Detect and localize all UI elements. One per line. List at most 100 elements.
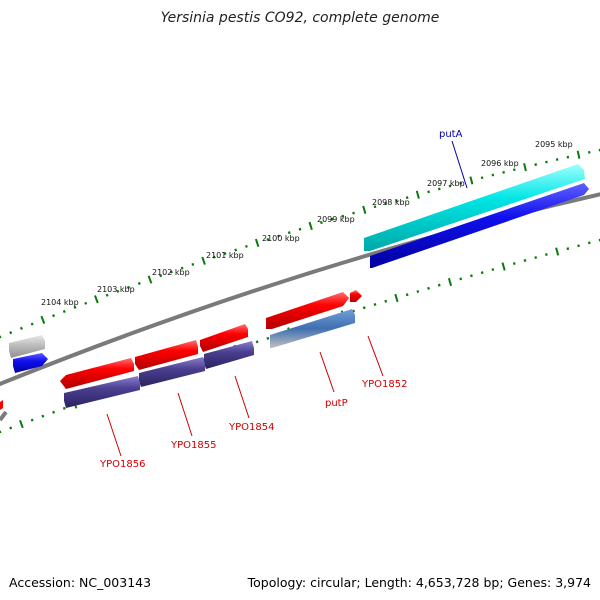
gene-left-blue[interactable]	[13, 353, 48, 373]
forward-strand-genes	[364, 164, 589, 268]
ruler-label-2098: 2098 kbp	[372, 198, 410, 207]
gene-label-YPO1854: YPO1854	[228, 422, 274, 433]
ruler-label-2100: 2100 kbp	[262, 234, 300, 243]
inner-ruler-major-tick	[501, 262, 506, 271]
outer-ruler-minor-tick	[9, 331, 13, 335]
outer-ruler-minor-tick	[234, 248, 238, 252]
outer-ruler-minor-tick	[437, 187, 441, 191]
ruler-label-2102: 2102 kbp	[152, 268, 190, 277]
outer-ruler-minor-tick	[491, 173, 495, 177]
outer-ruler-minor-tick	[341, 214, 345, 218]
outer-ruler-major-tick	[147, 275, 153, 284]
outer-ruler-minor-tick	[384, 202, 388, 206]
outer-ruler-minor-tick	[73, 305, 77, 309]
outer-ruler-minor-tick	[330, 217, 334, 221]
gene-YPO1855-cds[interactable]	[139, 357, 205, 387]
outer-ruler-major-tick	[308, 221, 313, 231]
gene-YPO1856-cds[interactable]	[64, 376, 140, 408]
inner-ruler-major-tick	[447, 277, 453, 287]
inner-ruler-minor-tick	[545, 253, 548, 256]
outer-ruler-minor-tick	[373, 205, 377, 209]
inner-ruler-major-tick	[394, 293, 399, 303]
gene-label-putP: putP	[325, 398, 348, 409]
outer-ruler-minor-tick	[84, 301, 88, 305]
gene-label-YPO1855: YPO1855	[170, 440, 216, 451]
outer-ruler-minor-tick	[127, 285, 131, 289]
inner-ruler-minor-tick	[62, 406, 66, 410]
outer-ruler-minor-tick	[266, 237, 270, 241]
inner-ruler-minor-tick	[587, 241, 591, 245]
outer-ruler-major-tick	[415, 190, 420, 199]
inner-ruler-minor-tick	[384, 299, 388, 303]
genome-backbone	[0, 192, 600, 387]
ruler-label-2101: 2101 kbp	[206, 251, 244, 260]
outer-ruler-minor-tick	[320, 221, 323, 225]
outer-ruler-major-tick	[576, 150, 581, 159]
inner-ruler-minor-tick	[491, 268, 495, 272]
gene-left-gray[interactable]	[9, 335, 45, 358]
outer-ruler-minor-tick	[545, 160, 548, 164]
outer-ruler-major-tick	[201, 256, 206, 265]
inner-ruler-minor-tick	[41, 414, 45, 418]
gene-putP-cds[interactable]	[270, 309, 355, 348]
outer-ruler-major-tick	[254, 238, 260, 248]
inner-ruler-minor-tick	[9, 426, 13, 430]
outer-ruler-minor-tick	[223, 252, 227, 256]
inner-ruler-minor-tick	[405, 293, 409, 297]
gene-putA-gene[interactable]	[370, 183, 589, 268]
gene-putP-gene[interactable]	[266, 292, 349, 329]
outer-ruler-minor-tick	[427, 190, 430, 194]
outer-ruler-minor-tick	[566, 155, 570, 159]
inner-ruler-minor-tick	[416, 290, 420, 294]
gene-YPO1852-marker[interactable]	[350, 290, 362, 302]
ruler-label-2095: 2095 kbp	[535, 140, 573, 149]
ruler-label-2096: 2096 kbp	[481, 159, 519, 168]
outer-ruler-minor-tick	[395, 199, 398, 203]
gene-labels: putA YPO1852 putP YPO1854 YPO1855 YPO185…	[99, 129, 463, 470]
outer-ruler-minor-tick	[159, 274, 163, 278]
gene-YPO1854-cds[interactable]	[204, 341, 254, 369]
leader-putA	[451, 140, 468, 189]
outer-ruler-minor-tick	[277, 234, 280, 238]
inner-ruler-minor-tick	[459, 277, 463, 281]
inner-ruler-minor-tick	[566, 247, 570, 251]
outer-ruler-minor-tick	[19, 326, 23, 330]
gene-putA-cds[interactable]	[364, 164, 585, 251]
outer-ruler-minor-tick	[502, 170, 505, 174]
gene-YPO1856-gene[interactable]	[60, 358, 134, 389]
inner-ruler-minor-tick	[255, 340, 259, 344]
outer-ruler-minor-tick	[30, 322, 34, 326]
inner-ruler-minor-tick	[577, 244, 580, 248]
genome-backbone-edge	[0, 410, 8, 422]
inner-ruler-minor-tick	[512, 262, 516, 265]
outer-ruler-minor-tick	[459, 181, 463, 185]
outer-ruler-minor-tick	[137, 281, 141, 285]
leader-YPO1854	[234, 375, 250, 419]
outer-ruler-major-tick	[40, 315, 46, 324]
gene-YPO1854-gene[interactable]	[200, 324, 248, 352]
inner-ruler-minor-tick	[352, 309, 355, 313]
gene-YPO1855-gene[interactable]	[135, 340, 198, 370]
outer-ruler-minor-tick	[180, 266, 184, 270]
outer-ruler-minor-tick	[212, 255, 216, 259]
inner-ruler-minor-tick	[437, 283, 441, 287]
genome-stats-text: Topology: circular; Length: 4,653,728 bp…	[247, 575, 591, 590]
gene-label-putA: putA	[439, 129, 463, 140]
inner-ruler-major-tick	[555, 247, 560, 256]
outer-ruler-minor-tick	[245, 244, 248, 248]
outer-ruler-minor-tick	[512, 168, 516, 172]
outer-ruler-minor-tick	[587, 150, 591, 154]
inner-ruler-minor-tick	[373, 303, 377, 306]
outer-ruler-minor-tick	[105, 293, 109, 297]
ruler-label-2103: 2103 kbp	[97, 285, 135, 294]
leader-YPO1856	[106, 413, 122, 457]
inner-ruler-minor-tick	[52, 410, 56, 414]
map-title: Yersinia pestis CO92, complete genome	[160, 10, 440, 26]
outer-ruler-major-tick	[523, 163, 527, 172]
inner-ruler-major-tick	[19, 419, 24, 429]
inner-ruler-minor-tick	[362, 306, 366, 310]
outer-ruler-minor-tick	[405, 196, 409, 200]
outer-ruler-major-tick	[94, 295, 99, 304]
ruler-label-2099: 2099 kbp	[317, 215, 355, 224]
